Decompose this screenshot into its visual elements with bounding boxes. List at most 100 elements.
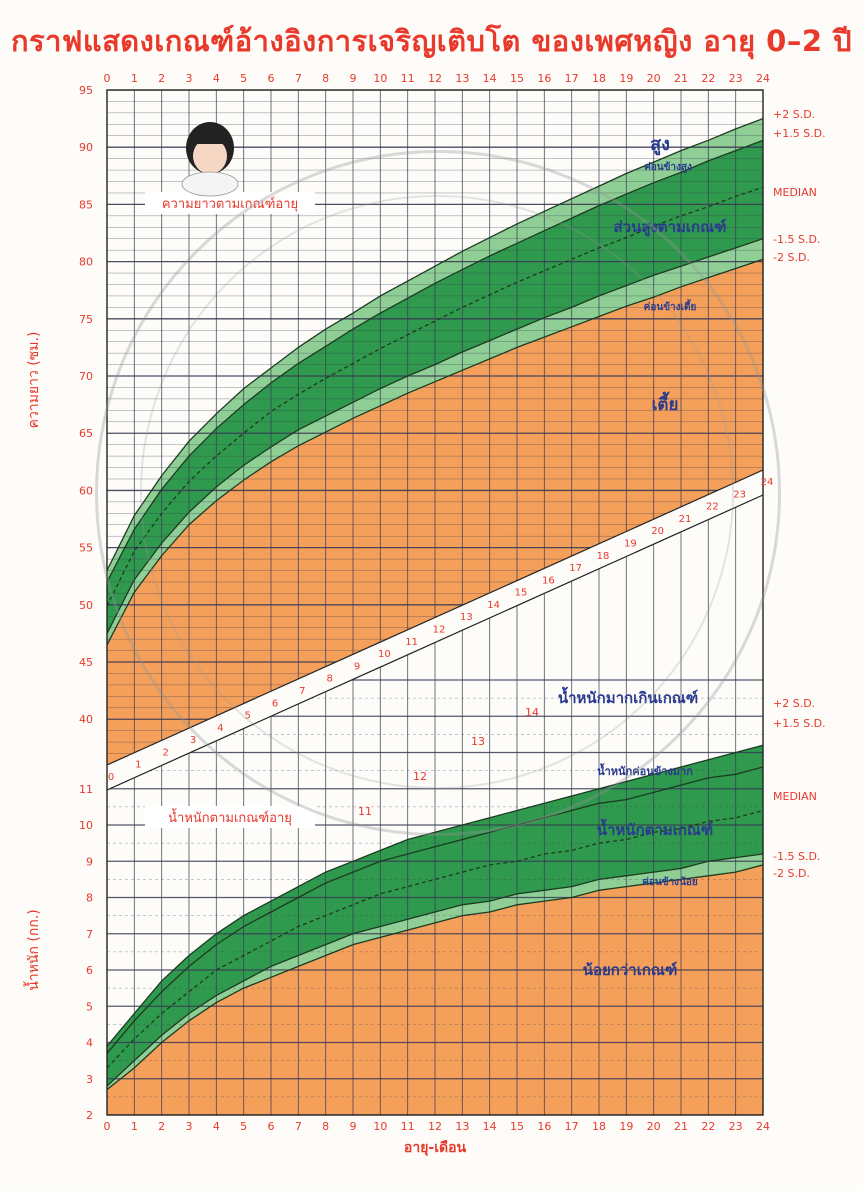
diagonal-tick: 4 (217, 723, 223, 734)
x-tick-top: 6 (268, 72, 275, 85)
length-y-tick: 40 (79, 713, 93, 726)
length-y-tick: 85 (79, 198, 93, 211)
x-tick-top: 17 (565, 72, 579, 85)
weight-y-tick: 5 (86, 1000, 93, 1013)
weight-sd-label: -2 S.D. (773, 867, 810, 880)
x-tick-top: 21 (674, 72, 688, 85)
x-tick-top: 10 (373, 72, 387, 85)
plot-frame (106, 89, 764, 1116)
x-tick-bottom: 1 (131, 1120, 138, 1133)
diagonal-tick: 9 (354, 661, 360, 672)
x-tick-top: 18 (592, 72, 606, 85)
x-tick-bottom: 22 (701, 1120, 715, 1133)
weight-extra-tick: 11 (358, 805, 372, 818)
x-tick-top: 12 (428, 72, 442, 85)
diagonal-tick: 7 (299, 686, 305, 697)
diagonal-tick: 8 (326, 674, 332, 685)
x-tick-top: 11 (401, 72, 415, 85)
weight-zone-label: น้ำหนักค่อนข้างมาก (597, 763, 693, 778)
diagonal-tick: 17 (569, 563, 582, 574)
x-tick-bottom: 4 (213, 1120, 220, 1133)
x-tick-bottom: 19 (619, 1120, 633, 1133)
x-axis-label: อายุ-เดือน (404, 1140, 467, 1156)
x-tick-top: 2 (158, 72, 165, 85)
x-tick-top: 14 (483, 72, 497, 85)
length-sd-label: -2 S.D. (773, 251, 810, 264)
x-tick-bottom: 10 (373, 1120, 387, 1133)
length-zone-label: ค่อนข้างเตี้ย (644, 299, 697, 313)
separator-lower-line (106, 494, 764, 791)
diagonal-tick: 19 (624, 538, 637, 549)
x-tick-bottom: 7 (295, 1120, 302, 1133)
x-tick-top: 13 (455, 72, 469, 85)
x-tick-bottom: 24 (756, 1120, 770, 1133)
weight-panel (107, 495, 763, 1115)
weight-sd-label: +1.5 S.D. (773, 717, 826, 730)
diagonal-tick: 23 (733, 489, 746, 500)
weight-y-tick: 6 (86, 964, 93, 977)
x-tick-bottom: 5 (240, 1120, 247, 1133)
x-tick-top: 1 (131, 72, 138, 85)
x-tick-top: 7 (295, 72, 302, 85)
diagonal-tick: 5 (244, 711, 250, 722)
x-tick-top: 24 (756, 72, 770, 85)
x-tick-bottom: 17 (565, 1120, 579, 1133)
diagonal-tick: 12 (433, 625, 446, 636)
x-tick-bottom: 15 (510, 1120, 524, 1133)
diagonal-tick: 20 (651, 526, 664, 537)
length-zone-label: ส่วนสูงตามเกณฑ์ (614, 218, 727, 237)
length-y-tick: 45 (79, 656, 93, 669)
weight-y-tick: 4 (86, 1037, 93, 1050)
diagonal-tick: 3 (190, 735, 196, 746)
length-y-tick: 55 (79, 542, 93, 555)
weight-zone-label: น้ำหนักตามเกณฑ์ (597, 818, 714, 839)
x-tick-top: 4 (213, 72, 220, 85)
weight-zone-label: ค่อนข้างน้อย (642, 876, 698, 888)
x-tick-bottom: 0 (104, 1120, 111, 1133)
x-tick-bottom: 3 (186, 1120, 193, 1133)
x-tick-top: 22 (701, 72, 715, 85)
diagonal-tick: 2 (162, 747, 168, 758)
diagonal-tick: 6 (272, 698, 278, 709)
length-label-box (145, 192, 315, 214)
x-tick-top: 9 (350, 72, 357, 85)
weight-series-line (107, 864, 763, 1091)
weight-extra-tick: 14 (525, 706, 539, 719)
girl-avatar-icon (181, 122, 239, 197)
x-tick-bottom: 6 (268, 1120, 275, 1133)
length-y-tick: 70 (79, 370, 93, 383)
weight-y-tick: 7 (86, 928, 93, 941)
length-y-tick: 80 (79, 256, 93, 269)
weight-y-tick: 8 (86, 892, 93, 905)
weight-sd-label: +2 S.D. (773, 697, 815, 710)
diagonal-tick: 13 (460, 612, 473, 623)
page-title: กราฟแสดงเกณฑ์อ้างอิงการเจริญเติบโต ของเพ… (10, 24, 853, 58)
x-tick-bottom: 8 (322, 1120, 329, 1133)
diagonal-tick: 24 (761, 477, 774, 488)
weight-y-tick: 3 (86, 1073, 93, 1086)
weight-series-line (107, 809, 763, 1069)
weight-zone-label: น้ำหนักมากเกินเกณฑ์ (558, 686, 698, 707)
weight-extra-tick: 12 (413, 770, 427, 783)
x-tick-top: 15 (510, 72, 524, 85)
x-tick-bottom: 9 (350, 1120, 357, 1133)
diagonal-tick: 10 (378, 649, 391, 660)
weight-zone-label: น้อยกว่าเกณฑ์ (583, 961, 678, 979)
x-tick-top: 0 (104, 72, 111, 85)
x-tick-top: 16 (537, 72, 551, 85)
x-tick-bottom: 23 (729, 1120, 743, 1133)
length-series-line (107, 139, 763, 583)
length-series-line (107, 117, 763, 571)
x-tick-bottom: 13 (455, 1120, 469, 1133)
length-y-tick: 50 (79, 599, 93, 612)
diagonal-tick: 1 (135, 760, 141, 771)
avatar-bangs (193, 134, 227, 144)
x-tick-top: 23 (729, 72, 743, 85)
length-sd-label: MEDIAN (773, 186, 817, 199)
avatar-face (193, 138, 227, 174)
length-sd-label: +1.5 S.D. (773, 127, 826, 140)
weight-panel-label: น้ำหนักตามเกณฑ์อายุ (168, 808, 292, 826)
diagonal-tick: 15 (515, 588, 528, 599)
weight-y-tick: 11 (79, 783, 93, 796)
